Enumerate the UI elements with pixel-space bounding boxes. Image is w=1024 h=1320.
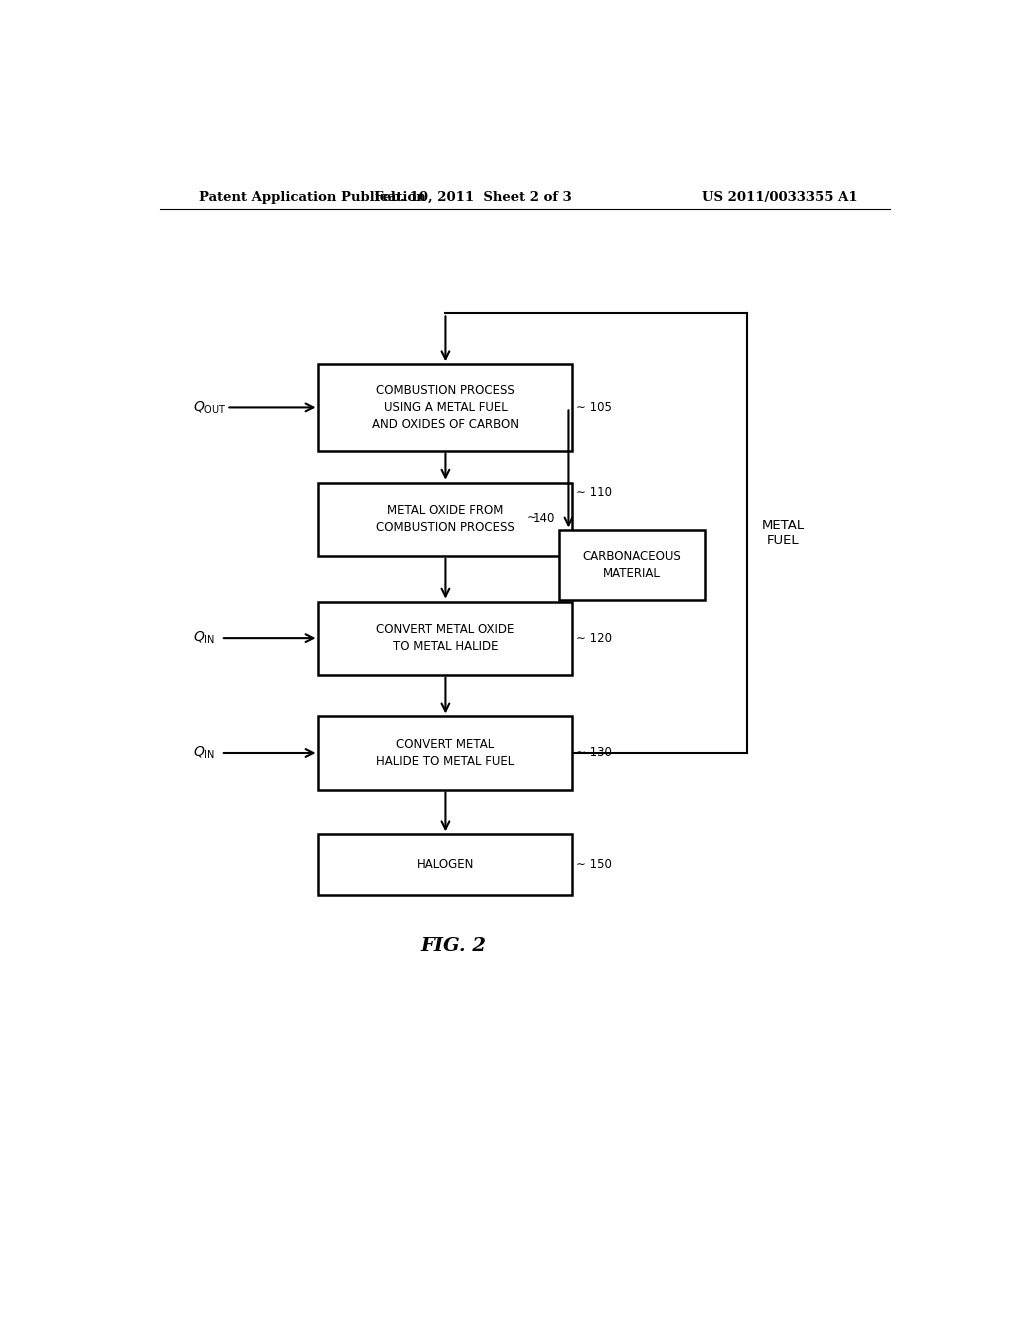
Bar [318, 483, 572, 556]
Text: CARBONACEOUS
MATERIAL: CARBONACEOUS MATERIAL [583, 550, 681, 579]
Bar [318, 717, 572, 789]
Text: ∼ 105: ∼ 105 [577, 401, 612, 414]
Text: US 2011/0033355 A1: US 2011/0033355 A1 [702, 190, 858, 203]
Text: Feb. 10, 2011  Sheet 2 of 3: Feb. 10, 2011 Sheet 2 of 3 [375, 190, 572, 203]
Bar [318, 602, 572, 675]
Text: ∼ 150: ∼ 150 [577, 858, 612, 871]
Text: CONVERT METAL OXIDE
TO METAL HALIDE: CONVERT METAL OXIDE TO METAL HALIDE [376, 623, 515, 653]
Bar [318, 364, 572, 450]
Text: ∼ 110: ∼ 110 [577, 486, 612, 499]
Text: Patent Application Publication: Patent Application Publication [200, 190, 426, 203]
Text: ∼ 120: ∼ 120 [577, 632, 612, 644]
Text: CONVERT METAL
HALIDE TO METAL FUEL: CONVERT METAL HALIDE TO METAL FUEL [376, 738, 515, 768]
Text: $Q_\mathrm{IN}$: $Q_\mathrm{IN}$ [194, 744, 215, 762]
Text: ∼ 130: ∼ 130 [577, 747, 612, 759]
Text: COMBUSTION PROCESS
USING A METAL FUEL
AND OXIDES OF CARBON: COMBUSTION PROCESS USING A METAL FUEL AN… [372, 384, 519, 430]
Text: $Q_\mathrm{OUT}$: $Q_\mathrm{OUT}$ [194, 399, 226, 416]
Bar [558, 531, 706, 599]
Text: METAL OXIDE FROM
COMBUSTION PROCESS: METAL OXIDE FROM COMBUSTION PROCESS [376, 504, 515, 535]
Bar [318, 834, 572, 895]
Text: 140: 140 [532, 512, 555, 525]
Text: FIG. 2: FIG. 2 [421, 937, 486, 956]
Text: $Q_\mathrm{IN}$: $Q_\mathrm{IN}$ [194, 630, 215, 647]
Text: HALOGEN: HALOGEN [417, 858, 474, 871]
Text: ∼: ∼ [526, 512, 537, 525]
Text: METAL
FUEL: METAL FUEL [761, 519, 805, 548]
